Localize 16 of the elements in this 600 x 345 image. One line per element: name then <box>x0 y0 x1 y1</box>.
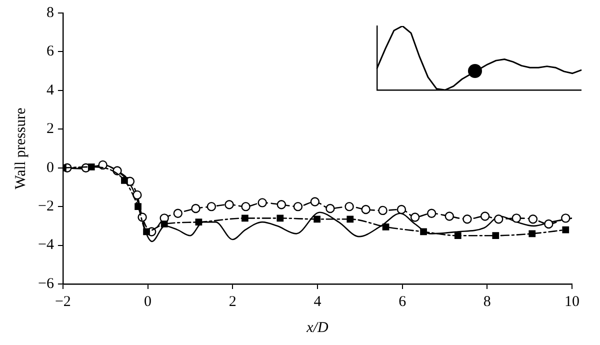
y-tick-label: −2 <box>38 198 54 215</box>
x-tick-label: 8 <box>483 294 491 310</box>
x-tick-label: 6 <box>398 294 407 310</box>
y-tick-label: 8 <box>46 4 54 21</box>
x-tick-label: 10 <box>564 294 580 310</box>
x-tick-label: 4 <box>314 294 322 310</box>
x-tick-label: 2 <box>228 294 236 310</box>
y-tick-label: 2 <box>46 121 54 138</box>
x-tick-label: 0 <box>144 294 152 310</box>
y-tick-label: 6 <box>46 44 54 60</box>
y-tick-label: 4 <box>46 82 54 98</box>
y-tick-label: −4 <box>38 237 54 254</box>
y-tick-label: 0 <box>46 160 54 176</box>
y-tick-label: −6 <box>38 276 54 292</box>
y-axis-title: Wall pressure <box>12 107 29 190</box>
x-axis-title: x/D <box>306 320 328 336</box>
